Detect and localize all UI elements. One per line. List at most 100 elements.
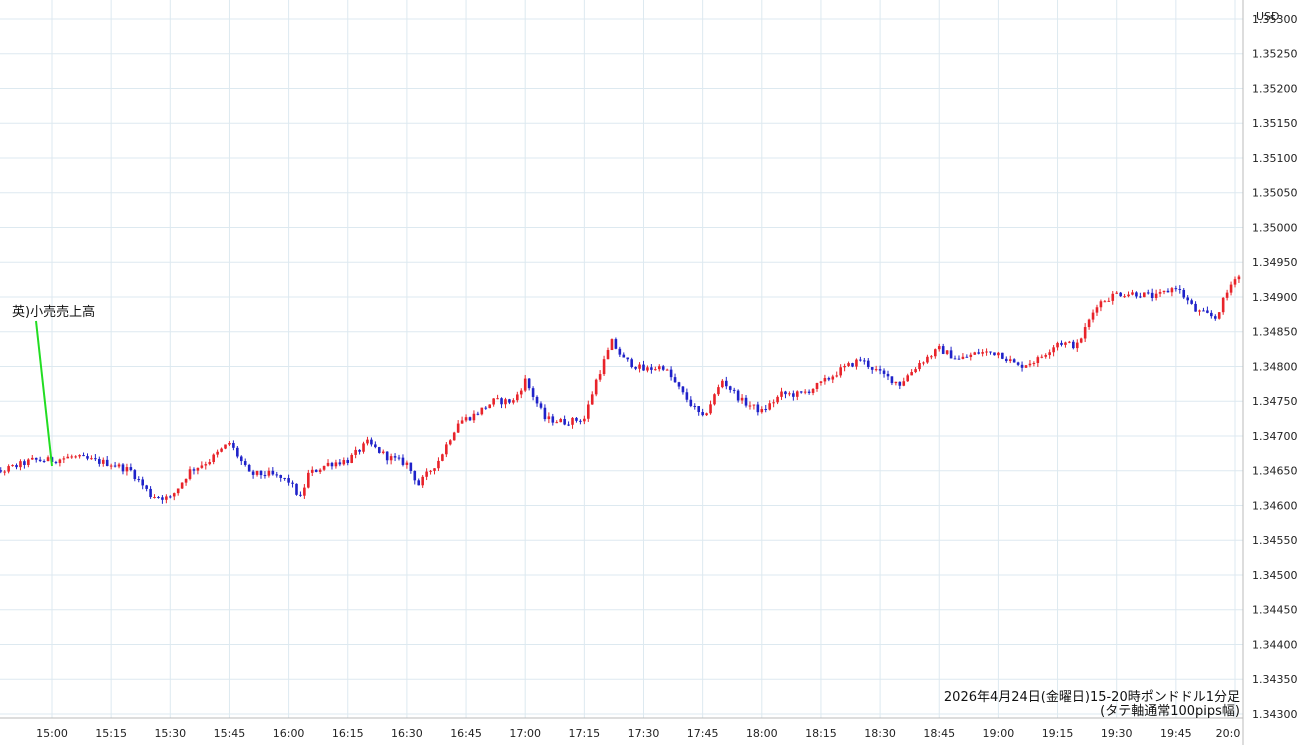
candle: [448, 439, 452, 446]
candle-body: [1213, 316, 1217, 319]
candle: [795, 390, 799, 401]
candle: [1012, 358, 1016, 363]
candle-body: [823, 378, 827, 382]
candle-body: [82, 455, 85, 457]
candle-body: [614, 339, 618, 349]
candle: [472, 410, 476, 423]
candle: [1083, 323, 1087, 342]
candle-body: [721, 380, 724, 388]
candle-body: [760, 408, 764, 413]
candle-body: [701, 412, 704, 416]
candle-body: [1040, 356, 1044, 358]
candle: [1202, 307, 1205, 312]
candle-body: [78, 455, 81, 457]
candle-body: [480, 407, 484, 415]
candle: [650, 364, 653, 374]
candle-body: [1072, 341, 1075, 349]
candle: [709, 400, 712, 415]
candle: [1103, 299, 1107, 303]
candle: [953, 355, 957, 360]
candle-body: [764, 408, 768, 410]
candle: [922, 361, 925, 366]
candle-body: [910, 372, 913, 376]
candle: [1028, 359, 1032, 368]
candle: [784, 390, 787, 399]
candle: [512, 398, 515, 405]
candle-body: [350, 454, 353, 463]
candle-body: [0, 470, 3, 472]
candle: [1095, 304, 1099, 316]
candle-body: [255, 470, 259, 475]
candle: [930, 355, 933, 360]
candle-body: [697, 406, 701, 413]
candle: [890, 376, 894, 386]
event-annotation: 英)小売売上高: [12, 304, 95, 467]
candle: [626, 357, 630, 362]
candle-body: [622, 354, 626, 358]
candle-body: [642, 364, 645, 371]
candle-body: [125, 467, 129, 472]
candle: [374, 441, 377, 449]
candle: [1131, 289, 1134, 296]
candle-body: [784, 391, 787, 395]
candle: [500, 397, 503, 409]
candle-body: [200, 465, 204, 468]
candle-body: [452, 432, 456, 441]
candle-body: [204, 464, 208, 466]
time-tick-labels: 15:00 15:15 15:30 15:45 16:00 16:15 16:30 16:45…: [36, 727, 1240, 740]
candle: [634, 366, 637, 371]
candle: [1143, 292, 1146, 298]
candle: [445, 442, 448, 458]
candle-body: [54, 462, 58, 464]
candle-body: [1225, 292, 1229, 298]
candle-body: [101, 459, 105, 464]
candle-body: [657, 366, 661, 370]
candle: [1008, 355, 1012, 364]
candle: [740, 394, 744, 404]
candle-body: [413, 470, 417, 481]
candle: [267, 467, 271, 478]
candle-body: [930, 356, 933, 358]
candle-body: [855, 359, 858, 367]
candle: [362, 441, 365, 454]
candle-body: [212, 454, 215, 463]
candle-body: [543, 407, 547, 420]
candle: [1036, 355, 1040, 367]
grid-lines: [0, 0, 1243, 718]
candle: [346, 457, 350, 466]
candle-body: [1087, 319, 1091, 328]
candle: [405, 460, 409, 469]
candle: [275, 471, 279, 478]
candle: [200, 461, 204, 469]
candle-body: [555, 422, 559, 424]
candle: [851, 362, 854, 368]
candle: [1186, 295, 1189, 305]
candle: [236, 445, 239, 459]
candle: [685, 388, 689, 403]
candle-body: [1012, 359, 1016, 363]
candle-body: [859, 359, 862, 361]
candle-body: [74, 456, 77, 458]
candle-body: [1036, 357, 1040, 364]
time-tick-label: 19:30: [1101, 727, 1133, 740]
candle-body: [926, 356, 929, 363]
candle-body: [906, 375, 910, 382]
candle-body: [121, 464, 125, 472]
candle-body: [346, 460, 350, 463]
candle-body: [389, 456, 393, 461]
candle: [811, 388, 815, 396]
candle: [377, 446, 381, 454]
candle-body: [397, 457, 401, 459]
candle-body: [129, 467, 133, 471]
candle: [192, 467, 196, 475]
candle-body: [243, 461, 247, 465]
candle-body: [1075, 342, 1079, 349]
candle-body: [527, 378, 531, 389]
candle: [188, 466, 192, 481]
candle: [847, 361, 850, 367]
candle-body: [239, 456, 243, 462]
candle-body: [500, 398, 503, 405]
candle-body: [1044, 355, 1048, 357]
candle: [338, 459, 342, 467]
time-tick-label: 20:0: [1216, 727, 1241, 740]
